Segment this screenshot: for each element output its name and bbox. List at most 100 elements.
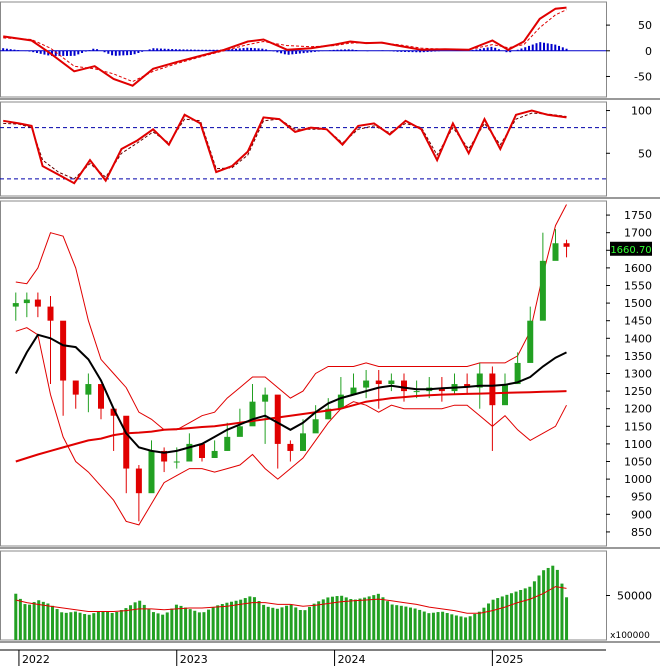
macd-histogram-bar <box>520 49 522 51</box>
macd-histogram-bar <box>554 45 556 51</box>
candle-body <box>24 300 30 304</box>
macd-histogram-bar <box>415 51 417 52</box>
macd-histogram-bar <box>167 49 169 51</box>
macd-histogram-bar <box>265 49 267 50</box>
macd-histogram-bar <box>517 50 519 51</box>
volume-bar <box>533 581 536 640</box>
macd-histogram-bar <box>119 51 121 56</box>
stochastic-ytick-label: 100 <box>631 105 652 118</box>
volume-bar <box>372 595 375 640</box>
macd-histogram-bar <box>273 51 275 52</box>
macd-histogram-bar <box>336 50 338 51</box>
price-ytick-label: 1700 <box>624 227 652 240</box>
macd-histogram-bar <box>74 51 76 56</box>
volume-bar <box>193 611 196 640</box>
volume-bar <box>404 607 407 640</box>
macd-histogram-bar <box>134 51 136 54</box>
macd-histogram-bar <box>490 47 492 51</box>
macd-histogram-bar <box>126 51 128 55</box>
macd-histogram-bar <box>427 51 429 52</box>
volume-bar <box>138 601 141 640</box>
candle-body <box>376 381 382 385</box>
volume-bar <box>354 600 357 640</box>
volume-bar <box>455 615 458 640</box>
volume-bar <box>120 610 123 640</box>
macd-histogram-bar <box>535 43 537 51</box>
macd-histogram-bar <box>393 51 395 52</box>
macd-histogram-bar <box>276 51 278 53</box>
volume-bar <box>88 615 91 640</box>
volume-bar <box>189 609 192 640</box>
macd-histogram-bar <box>70 51 72 56</box>
volume-bar <box>345 597 348 640</box>
candle-body <box>136 469 142 494</box>
macd-histogram-bar <box>528 46 530 51</box>
volume-bar <box>290 605 293 640</box>
macd-histogram-bar <box>141 51 143 52</box>
macd-histogram-bar <box>543 43 545 51</box>
volume-bar <box>230 602 233 640</box>
macd-histogram-bar <box>107 51 109 54</box>
volume-bar <box>152 612 155 640</box>
price-ytick-label: 1050 <box>624 456 652 469</box>
price-ytick-label: 1400 <box>624 332 652 345</box>
volume-bar <box>221 604 224 640</box>
candle-body <box>250 402 256 427</box>
macd-histogram-bar <box>299 51 301 54</box>
price-ytick-label: 1600 <box>624 262 652 275</box>
macd-histogram-bar <box>291 51 293 55</box>
candle-body <box>388 381 394 385</box>
macd-histogram-bar <box>475 49 477 50</box>
volume-bar <box>299 610 302 640</box>
macd-histogram-bar <box>36 51 38 53</box>
candle-body <box>48 307 54 321</box>
volume-bar <box>395 605 398 640</box>
volume-bar <box>83 614 86 640</box>
volume-bar <box>294 607 297 640</box>
candle-body <box>275 395 281 444</box>
volume-bar <box>565 597 568 640</box>
candle-body <box>300 433 306 451</box>
volume-bar <box>207 610 210 640</box>
volume-bar <box>180 606 183 640</box>
volume-bar <box>551 566 554 640</box>
price-ytick-label: 1500 <box>624 297 652 310</box>
macd-histogram-bar <box>351 50 353 51</box>
macd-histogram-bar <box>194 50 196 51</box>
volume-bar <box>253 597 256 640</box>
volume-bar <box>547 568 550 640</box>
macd-histogram-bar <box>430 51 432 52</box>
macd-histogram-bar <box>149 49 151 50</box>
candle-body <box>414 391 420 392</box>
macd-histogram-bar <box>400 51 402 52</box>
price-ytick-label: 900 <box>631 508 652 521</box>
volume-bar <box>101 611 104 640</box>
macd-histogram-bar <box>258 48 260 50</box>
volume-bar <box>368 596 371 640</box>
candle-body <box>237 426 243 437</box>
candle-body <box>13 303 19 307</box>
macd-histogram-bar <box>329 50 331 51</box>
macd-histogram-bar <box>235 49 237 51</box>
volume-bar <box>437 612 440 640</box>
volume-bar <box>23 604 26 640</box>
macd-histogram-bar <box>412 51 414 52</box>
volume-bar <box>166 612 169 640</box>
candle-body <box>149 451 155 493</box>
macd-histogram-bar <box>96 49 98 51</box>
volume-bar <box>450 614 453 640</box>
volume-bar <box>303 610 306 640</box>
macd-histogram-bar <box>40 51 42 54</box>
macd-histogram-bar <box>505 51 507 52</box>
macd-histogram-bar <box>483 48 485 51</box>
macd-histogram-bar <box>355 50 357 51</box>
volume-bar <box>542 570 545 640</box>
macd-histogram-bar <box>17 50 19 51</box>
candle-body <box>287 444 293 451</box>
volume-bar <box>510 593 513 640</box>
candle-body <box>313 419 319 433</box>
macd-histogram-bar <box>284 51 286 54</box>
macd-histogram-bar <box>6 49 8 51</box>
volume-bar <box>317 601 320 640</box>
